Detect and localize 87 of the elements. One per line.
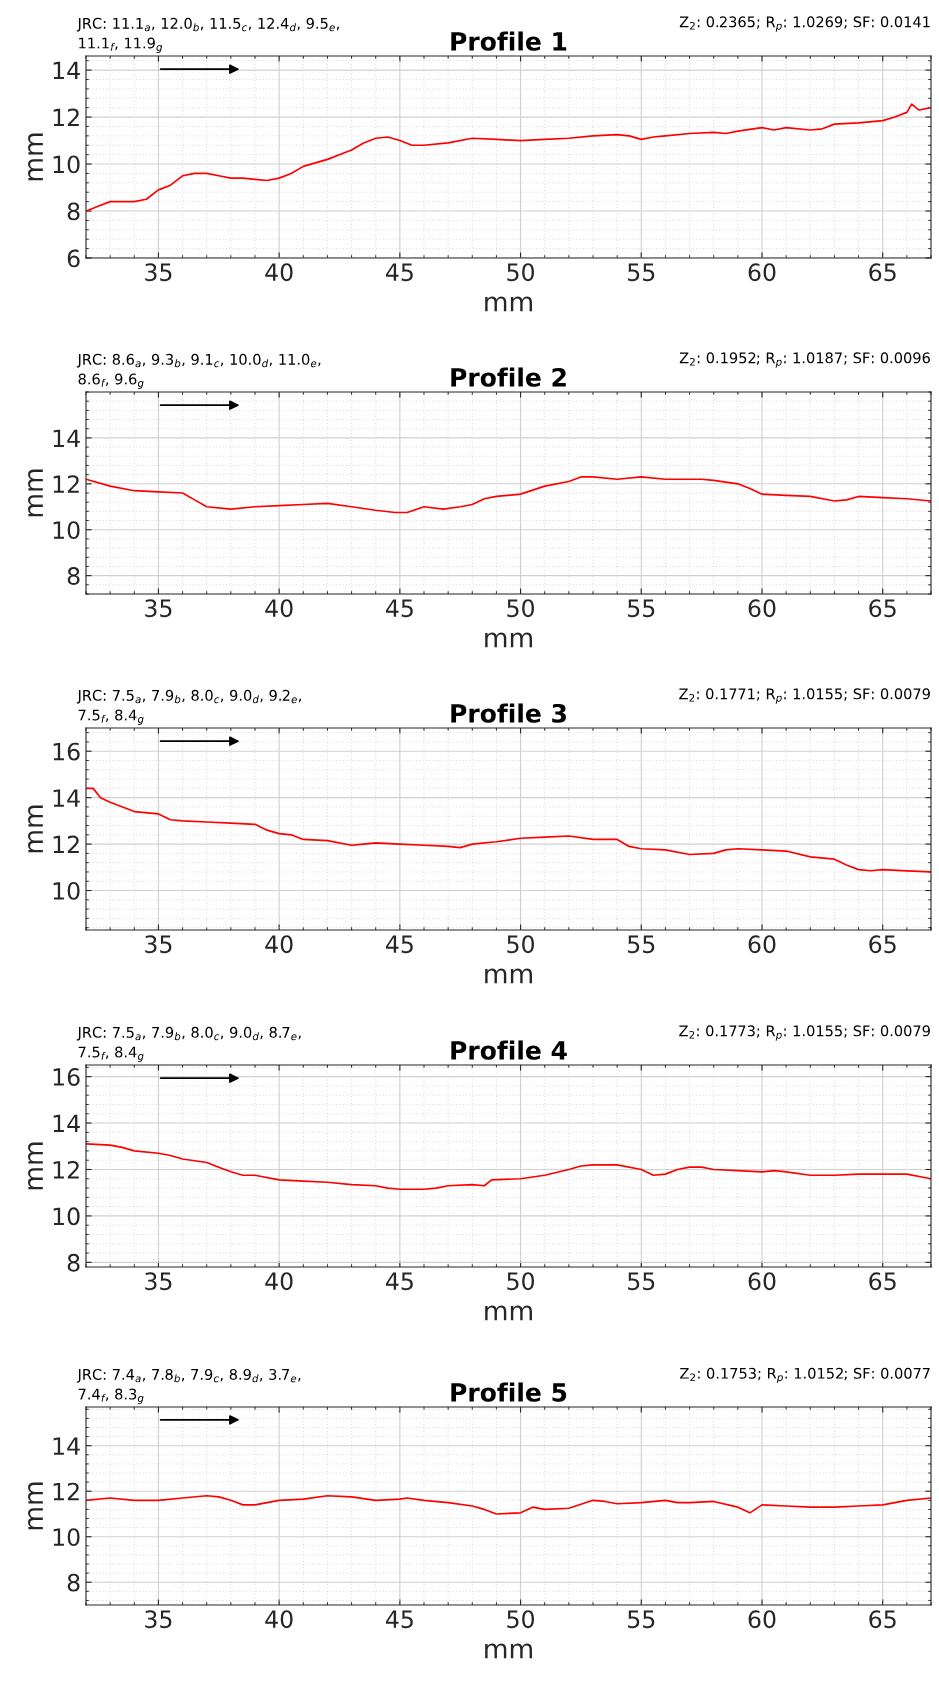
line-series <box>86 1494 931 1515</box>
x-tick-label: 45 <box>385 1610 413 1629</box>
y-tick-label: 14 <box>53 1437 80 1455</box>
y-tick-label: 8 <box>67 1573 80 1592</box>
x-tick-label: 50 <box>507 263 535 282</box>
x-tick-label: 45 <box>385 599 413 618</box>
x-tick-label: 50 <box>507 1610 535 1629</box>
y-tick-label: 12 <box>53 108 79 127</box>
x-tick-label: 40 <box>265 1610 293 1629</box>
x-tick-label: 55 <box>628 935 655 954</box>
x-tick-label: 60 <box>748 1272 776 1291</box>
chart-title: Profile 4 <box>451 1040 567 1060</box>
text: Z$_{2}$: 0.2365; R$_{p}$: 1.0269; SF: 0.0141 <box>679 16 930 32</box>
x-tick-label: 40 <box>265 1272 293 1291</box>
text: JRC: 7.4$_{a}$, 7.8$_{b}$, 7.9$_{c}$, 8.9$_{d}$, 3.7$_{e}$, 7.4$_{f}$, 8.3$_{g}$ <box>76 1368 301 1404</box>
y-tick-label: 16 <box>53 1068 80 1086</box>
text: JRC: 11.1$_{a}$, 12.0$_{b}$, 11.5$_{c}$, 12.4$_{d}$, 9.5$_{e}$, 11.1$_{f}$, 11.9$_{g}$ <box>76 17 339 53</box>
y-tick-label: 12 <box>53 1482 79 1501</box>
x-tick-label: 65 <box>869 1610 896 1629</box>
y-axis-title: mm <box>28 469 43 517</box>
x-tick-label: 65 <box>869 1272 896 1291</box>
y-tick-label: 6 <box>67 249 80 268</box>
y-tick-label: 8 <box>67 1253 80 1272</box>
chart-title: Profile 5 <box>451 1382 567 1402</box>
x-tick-label: 40 <box>265 935 293 954</box>
x-tick-label: 35 <box>145 1272 172 1291</box>
text: Z$_{2}$: 0.1952; R$_{p}$: 1.0187; SF: 0.0096 <box>679 352 930 368</box>
y-tick-label: 14 <box>53 789 80 807</box>
y-tick-label: 12 <box>53 475 79 493</box>
x-tick-label: 55 <box>628 1272 655 1291</box>
y-tick-label: 8 <box>67 202 80 221</box>
x-tick-label: 50 <box>507 599 535 618</box>
x-axis-title: mm <box>485 968 532 984</box>
y-tick-label: 10 <box>53 521 80 540</box>
text: Z$_{2}$: 0.1773; R$_{p}$: 1.0155; SF: 0.0079 <box>679 1025 930 1041</box>
x-axis-title: mm <box>485 1305 532 1321</box>
chart-title: Profile 3 <box>451 703 566 723</box>
line-series <box>86 787 931 873</box>
y-tick-label: 10 <box>53 155 80 174</box>
x-tick-label: 55 <box>628 1610 655 1629</box>
x-tick-label: 65 <box>869 599 896 618</box>
text: JRC: 7.5$_{a}$, 7.9$_{b}$, 8.0$_{c}$, 9.0$_{d}$, 9.2$_{e}$, 7.5$_{f}$, 8.4$_{g}$ <box>76 689 301 725</box>
y-tick-label: 10 <box>53 1528 80 1547</box>
y-tick-label: 8 <box>67 567 80 585</box>
line-series <box>86 1143 931 1191</box>
y-tick-label: 10 <box>53 881 80 900</box>
x-tick-label: 35 <box>145 935 172 954</box>
y-tick-label: 14 <box>53 61 80 80</box>
y-axis-title: mm <box>28 805 43 853</box>
text: Z$_{2}$: 0.1753; R$_{p}$: 1.0152; SF: 0.0077 <box>680 1367 930 1384</box>
y-tick-label: 14 <box>53 429 80 447</box>
x-tick-label: 60 <box>748 935 776 954</box>
y-axis-title: mm <box>28 1142 43 1190</box>
text: JRC: 8.6$_{a}$, 9.3$_{b}$, 9.1$_{c}$, 10.0$_{d}$, 11.0$_{e}$, 8.6$_{f}$, 9.6$_{g}$ <box>76 353 321 389</box>
x-tick-label: 60 <box>748 263 776 282</box>
x-tick-label: 45 <box>385 935 413 954</box>
x-tick-label: 60 <box>748 1610 776 1629</box>
x-tick-label: 45 <box>385 263 413 282</box>
x-tick-label: 40 <box>265 599 293 618</box>
x-tick-label: 35 <box>145 1610 172 1629</box>
line-series <box>86 103 931 212</box>
x-axis-title: mm <box>485 1643 532 1659</box>
x-tick-label: 50 <box>507 1272 535 1291</box>
y-tick-label: 12 <box>53 1160 79 1179</box>
y-tick-label: 16 <box>53 742 80 761</box>
y-tick-label: 14 <box>53 1114 80 1133</box>
x-tick-label: 35 <box>145 263 172 282</box>
chart-title: Profile 1 <box>451 31 567 51</box>
x-tick-label: 65 <box>869 263 896 282</box>
y-tick-label: 10 <box>53 1207 80 1226</box>
x-tick-label: 50 <box>507 935 535 954</box>
x-tick-label: 55 <box>628 263 655 282</box>
line-series <box>86 476 931 514</box>
chart-title: Profile 2 <box>451 367 566 387</box>
x-tick-label: 55 <box>628 599 655 618</box>
y-axis-title: mm <box>28 133 43 181</box>
x-axis-title: mm <box>485 296 532 312</box>
x-axis-title: mm <box>485 632 532 648</box>
x-tick-label: 65 <box>869 935 896 954</box>
text: Z$_{2}$: 0.1771; R$_{p}$: 1.0155; SF: 0.0079 <box>679 688 930 704</box>
y-tick-label: 12 <box>53 835 79 854</box>
x-tick-label: 45 <box>385 1272 413 1291</box>
text: JRC: 7.5$_{a}$, 7.9$_{b}$, 8.0$_{c}$, 9.0$_{d}$, 8.7$_{e}$, 7.5$_{f}$, 8.4$_{g}$ <box>76 1026 301 1062</box>
x-tick-label: 60 <box>748 599 776 618</box>
x-tick-label: 40 <box>265 263 293 282</box>
y-axis-title: mm <box>28 1482 43 1530</box>
x-tick-label: 35 <box>145 599 172 618</box>
